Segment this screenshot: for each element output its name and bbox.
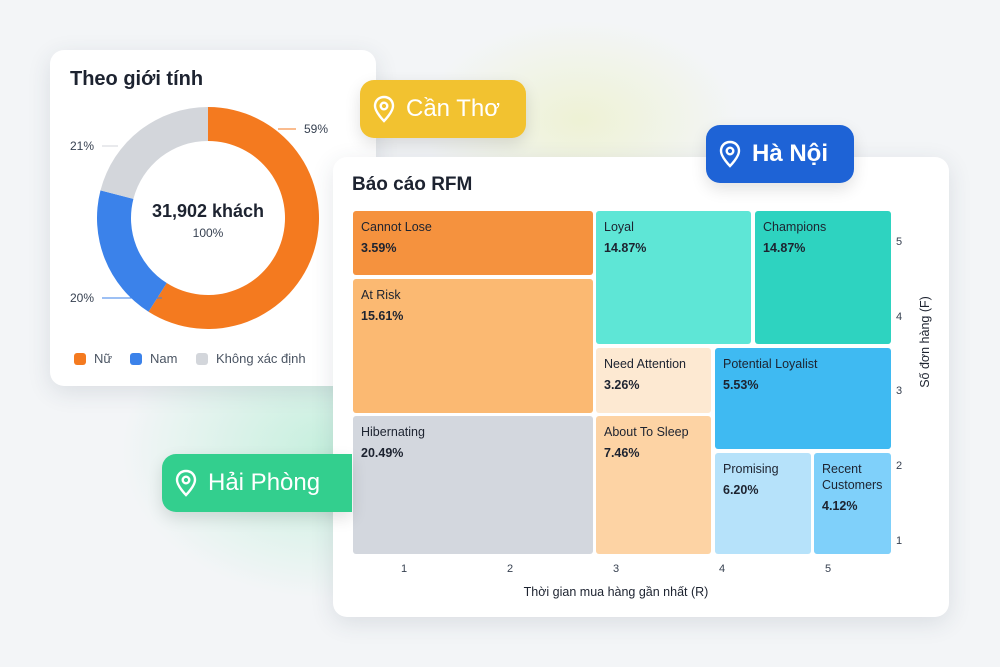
legend-swatch-unknown [196, 352, 208, 365]
legend-label-unknown: Không xác định [216, 351, 306, 366]
donut-slice-nu [148, 107, 319, 329]
rfm-segment-name: Potential Loyalist [723, 357, 818, 371]
rfm-segment-value: 14.87% [604, 241, 646, 255]
rfm-segment-promising: Promising 6.20% [715, 453, 811, 554]
rfm-segment-name: About To Sleep [604, 425, 689, 439]
rfm-segment-at-risk: At Risk 15.61% [353, 279, 593, 413]
location-label-hai-phong: Hải Phòng [208, 469, 321, 496]
rfm-y-tick-label: 3 [896, 385, 902, 397]
rfm-segment-value: 3.59% [361, 241, 396, 255]
rfm-card: Báo cáo RFM Cannot Lose 3.59% Loyal 14.87% C… [333, 157, 949, 617]
rfm-x-tick-label: 4 [719, 563, 725, 575]
donut-value-label-khong-xac-dinh: 21% [70, 139, 94, 153]
rfm-y-tick-label: 5 [896, 236, 902, 248]
rfm-segment-champions: Champions 14.87% [755, 211, 891, 344]
rfm-segment-need-attention: Need Attention 3.26% [596, 348, 711, 413]
legend-label-male: Nam [150, 351, 178, 366]
location-pill-can-tho[interactable]: Cần Thơ [360, 80, 526, 138]
legend-swatch-female [74, 352, 86, 365]
rfm-segment-loyal: Loyal 14.87% [596, 211, 751, 344]
gender-card-title: Theo giới tính [70, 68, 204, 90]
rfm-cell-champions [755, 211, 891, 344]
rfm-segment-hibernating: Hibernating 20.49% [353, 416, 593, 554]
rfm-y-tick-label: 4 [896, 311, 902, 323]
rfm-chart: Cannot Lose 3.59% Loyal 14.87% Champions 14.8… [353, 211, 932, 599]
legend-item-male: Nam [130, 351, 177, 366]
rfm-segment-value: 20.49% [361, 446, 403, 460]
rfm-segment-name: Champions [763, 220, 826, 234]
rfm-cell-cannot-lose [353, 211, 593, 275]
rfm-segment-about-to-sleep: About To Sleep 7.46% [596, 416, 711, 554]
rfm-y-tick-label: 2 [896, 460, 902, 472]
donut-value-label-nu: 59% [304, 122, 328, 136]
rfm-y-axis-label: Số đơn hàng (F) [918, 296, 932, 388]
location-label-can-tho: Cần Thơ [406, 95, 501, 122]
rfm-x-tick-label: 1 [401, 563, 407, 575]
rfm-segment-value: 4.12% [822, 499, 857, 513]
rfm-segment-potential-loyalist: Potential Loyalist 5.53% [715, 348, 891, 449]
rfm-x-tick-label: 3 [613, 563, 619, 575]
legend-item-female: Nữ [74, 351, 112, 366]
legend-label-female: Nữ [94, 351, 113, 366]
donut-center-value: 31,902 khách [152, 201, 264, 221]
location-pill-ha-noi[interactable]: Hà Nội [706, 125, 854, 183]
rfm-segment-name: Cannot Lose [361, 220, 432, 234]
rfm-x-tick-label: 5 [825, 563, 831, 575]
rfm-segment-name: Recent [822, 462, 862, 476]
rfm-x-tick-label: 2 [507, 563, 513, 575]
rfm-cell-need-attention [596, 348, 711, 413]
location-pill-hai-phong[interactable]: Hải Phòng [162, 454, 352, 512]
map-pin-icon [372, 95, 396, 123]
rfm-segment-value: 7.46% [604, 446, 639, 460]
rfm-cell-at-risk [353, 279, 593, 413]
map-pin-icon [174, 469, 198, 497]
rfm-cell-about-to-sleep [596, 416, 711, 554]
gender-card: Theo giới tính 59% 20% 21% 31,902 khách 10… [50, 50, 376, 386]
rfm-x-axis-label: Thời gian mua hàng gần nhất (R) [524, 585, 709, 599]
rfm-cell-recent-customers [814, 453, 891, 554]
map-pin-icon [718, 140, 742, 168]
rfm-segment-name: Need Attention [604, 357, 686, 371]
donut-slice-nam [97, 190, 167, 312]
rfm-segment-name: Promising [723, 462, 779, 476]
legend-item-unknown: Không xác định [196, 351, 306, 366]
rfm-segment-name: Customers [822, 478, 882, 492]
legend-swatch-male [130, 352, 142, 365]
rfm-segment-value: 3.26% [604, 378, 639, 392]
rfm-segment-value: 5.53% [723, 378, 758, 392]
rfm-segment-value: 15.61% [361, 309, 403, 323]
rfm-cell-hibernating [353, 416, 593, 554]
rfm-segment-name: Hibernating [361, 425, 425, 439]
donut-center-percent: 100% [193, 226, 224, 240]
rfm-cell-potential-loyalist [715, 348, 891, 449]
rfm-segment-name: At Risk [361, 288, 401, 302]
rfm-cell-loyal [596, 211, 751, 344]
rfm-segment-value: 14.87% [763, 241, 805, 255]
donut-value-label-nam: 20% [70, 291, 94, 305]
rfm-cell-promising [715, 453, 811, 554]
donut-slice-khong-xac-dinh [100, 107, 208, 199]
location-label-ha-noi: Hà Nội [752, 140, 829, 167]
rfm-y-tick-label: 1 [896, 535, 902, 547]
rfm-segment-name: Loyal [604, 220, 634, 234]
rfm-segment-value: 6.20% [723, 483, 758, 497]
rfm-segment-recent-customers: Recent Customers 4.12% [814, 453, 891, 554]
rfm-card-title: Báo cáo RFM [352, 174, 473, 195]
rfm-segment-cannot-lose: Cannot Lose 3.59% [353, 211, 593, 275]
gender-donut-chart: 59% 20% 21% 31,902 khách 100% [70, 107, 328, 329]
